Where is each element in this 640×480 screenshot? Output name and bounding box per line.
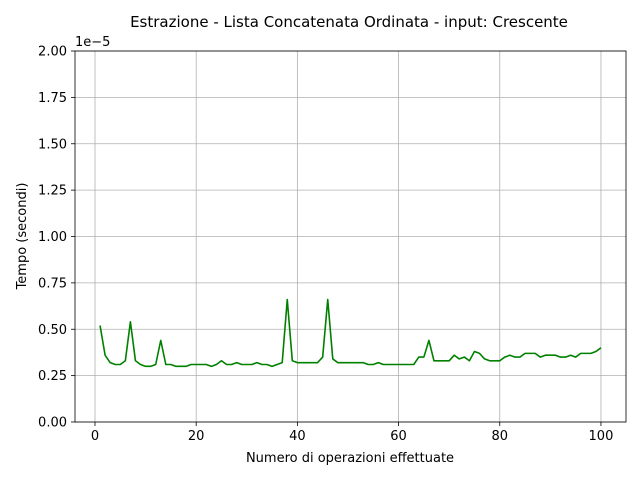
y-offset-label: 1e−5 xyxy=(75,35,110,50)
y-tick-label: 0.50 xyxy=(38,323,67,338)
x-tick-label: 0 xyxy=(91,429,99,444)
x-tick-label: 20 xyxy=(188,429,205,444)
series-line xyxy=(99,298,602,368)
y-axis: 0.00 0.25 0.50 0.75 1.00 1.25 1.50 1.75 2.00 xyxy=(38,45,75,431)
x-tick-label: 60 xyxy=(390,429,407,444)
y-tick-label: 0.75 xyxy=(38,276,67,291)
y-tick-label: 1.25 xyxy=(38,184,67,199)
y-tick-label: 0.00 xyxy=(38,416,67,431)
y-tick-label: 1.00 xyxy=(38,230,67,245)
x-tick-label: 80 xyxy=(491,429,508,444)
chart-title: Estrazione - Lista Concatenata Ordinata … xyxy=(130,13,568,31)
y-axis-label: Tempo (secondi) xyxy=(15,183,30,291)
x-tick-label: 40 xyxy=(289,429,306,444)
y-tick-label: 2.00 xyxy=(38,45,67,60)
y-tick-label: 1.50 xyxy=(38,137,67,152)
y-tick-label: 1.75 xyxy=(38,91,67,106)
x-axis-label: Numero di operazioni effettuate xyxy=(246,451,454,466)
x-tick-label: 100 xyxy=(589,429,614,444)
grid xyxy=(75,50,626,423)
y-tick-label: 0.25 xyxy=(38,369,67,384)
series-layer xyxy=(99,298,602,368)
x-axis: 0 20 40 60 80 100 xyxy=(91,422,614,444)
